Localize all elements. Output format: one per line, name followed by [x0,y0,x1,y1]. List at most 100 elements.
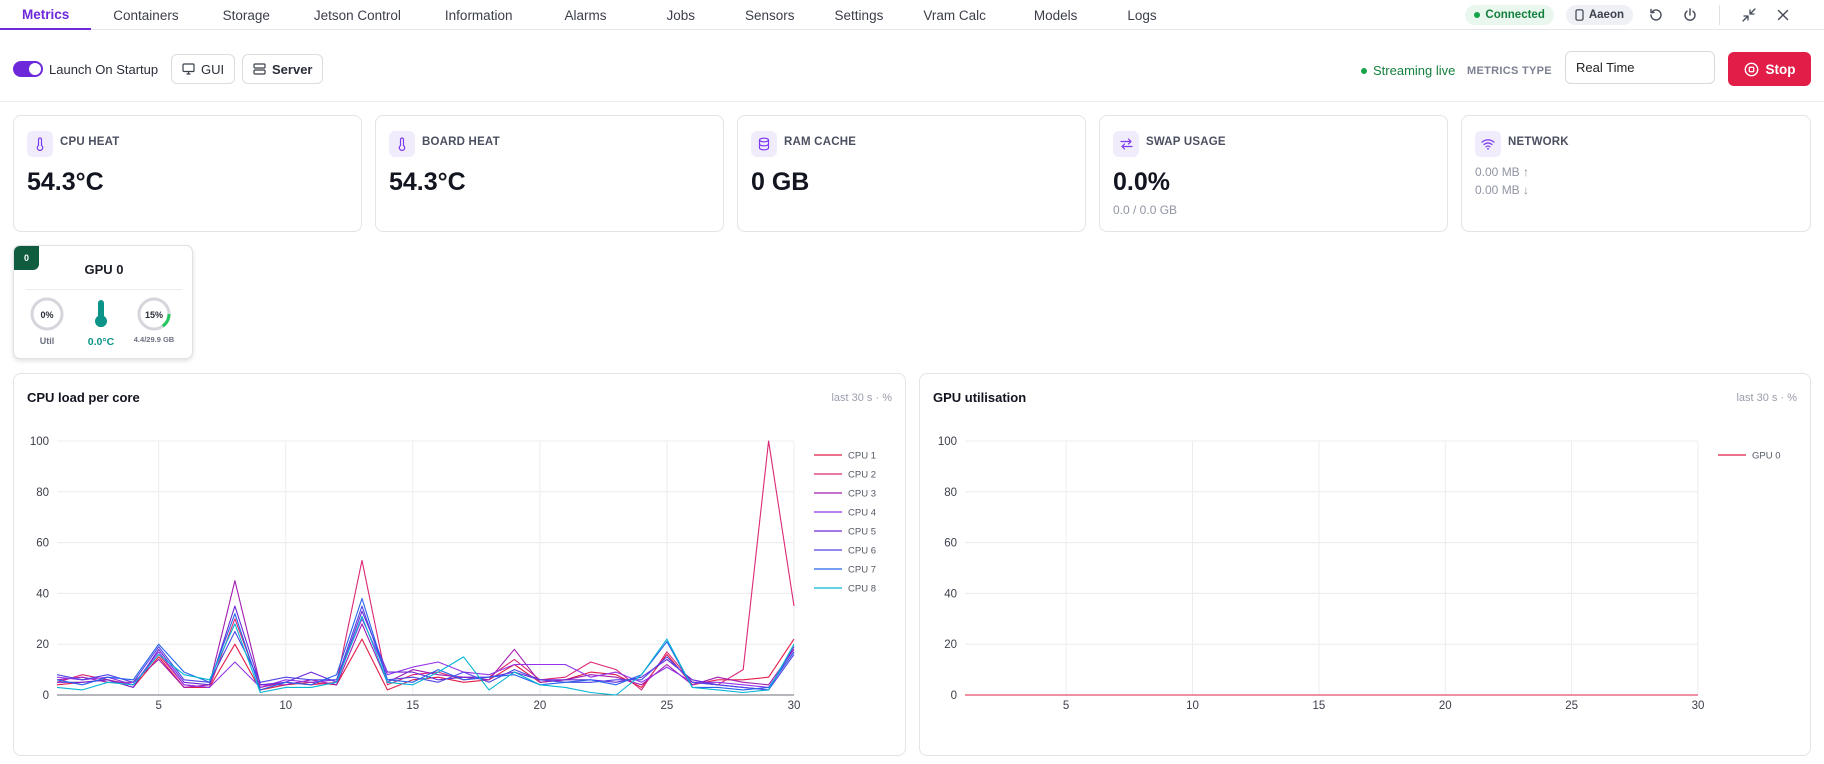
database-icon [751,131,777,157]
cpu-load-chart-card: 0 20 40 60 80 100 5 10 15 20 25 30 CPU 1 CPU 2 CPU 3 CP… [13,373,906,756]
top-nav: Metrics Containers Storage Jetson Contro… [0,0,1824,30]
tab-storage[interactable]: Storage [222,7,270,23]
refresh-icon[interactable] [1645,4,1667,26]
x-tick-label: 10 [1186,700,1199,712]
y-tick-label: 20 [36,639,49,651]
legend-label: CPU 8 [848,584,876,595]
wifi-icon [1475,131,1501,157]
tab-containers[interactable]: Containers [113,7,179,23]
gui-button[interactable]: GUI [171,54,236,84]
tab-information[interactable]: Information [444,7,513,23]
metrics-type-label: METRICS TYPE [1467,65,1552,77]
legend-label: CPU 7 [848,565,876,576]
tab-bar: Metrics Containers Storage Jetson Contro… [0,0,1179,30]
gpu-card[interactable]: 0 GPU 0 0% Util 0.0°C 15% 4.4/29.9 GB [13,245,193,359]
x-tick-label: 5 [155,700,161,712]
gpu-title: GPU 0 [84,262,124,277]
card-title: SWAP USAGE [1146,136,1226,148]
gpu-memory-caption: 4.4/29.9 GB [133,335,175,344]
tab-vram-calc[interactable]: Vram Calc [923,7,986,23]
streaming-label: Streaming live [1373,63,1456,78]
y-tick-label: 100 [30,436,49,448]
y-tick-label: 60 [944,538,957,550]
tab-jetson-control[interactable]: Jetson Control [313,7,401,23]
x-tick-label: 30 [1692,700,1705,712]
gpu-util-value: 0% [40,310,54,320]
x-tick-label: 20 [1439,700,1452,712]
tab-alarms[interactable]: Alarms [564,7,607,23]
nav-actions: Connected Aaeon [1465,0,1794,30]
card-title: BOARD HEAT [422,136,500,148]
network-download: 0.00 MB ↓ [1475,183,1530,197]
stop-button-label: Stop [1765,61,1796,77]
tab-logs[interactable]: Logs [1127,7,1157,23]
server-button[interactable]: Server [242,54,324,84]
x-tick-label: 10 [279,700,292,712]
board-heat-card: BOARD HEAT 54.3°C [375,115,724,232]
thermometer-icon [389,131,415,157]
tab-settings[interactable]: Settings [834,7,884,23]
launch-on-startup-toggle[interactable] [13,61,43,77]
legend-label: CPU 1 [848,451,876,462]
swap-usage-card: SWAP USAGE 0.0% 0.0 / 0.0 GB [1099,115,1448,232]
card-value: 54.3°C [389,168,466,196]
network-upload: 0.00 MB ↑ [1475,165,1530,179]
tab-jobs[interactable]: Jobs [666,7,696,23]
chart-title: GPU utilisation [933,390,1027,405]
chart-meta: last 30 s · % [1736,392,1797,404]
server-button-label: Server [272,61,313,77]
series-line-cpu-7 [56,597,795,691]
tab-models[interactable]: Models [1033,7,1078,23]
tab-sensors[interactable]: Sensors [745,7,795,23]
gpu-util-ring [30,297,64,331]
power-icon[interactable] [1679,4,1701,26]
toggle-knob [29,63,41,75]
metrics-type-input[interactable] [1565,51,1715,84]
stop-circle-icon [1744,62,1758,76]
y-tick-label: 40 [36,588,49,600]
monitor-icon [182,63,195,75]
thermometer-icon [27,131,53,157]
nav-divider [1719,5,1720,25]
gpu-util-caption: Util [39,336,55,346]
launch-on-startup-label: Launch On Startup [49,62,159,77]
device-badge[interactable]: Aaeon [1565,5,1633,25]
x-tick-label: 20 [533,700,546,712]
ram-cache-card: RAM CACHE 0 GB [737,115,1086,232]
legend-label: CPU 3 [848,489,876,500]
tab-metrics[interactable]: Metrics [0,0,92,30]
gpu-divider [26,289,182,290]
card-title: NETWORK [1508,136,1569,148]
legend-label: CPU 6 [848,546,876,557]
chart-meta: last 30 s · % [831,392,892,404]
gui-button-label: GUI [201,61,225,77]
y-tick-label: 20 [944,639,957,651]
minimize-icon[interactable] [1738,4,1760,26]
server-icon [253,63,266,75]
close-icon[interactable] [1772,4,1794,26]
card-value: 54.3°C [27,168,104,196]
card-title: RAM CACHE [784,136,857,148]
device-label: Aaeon [1588,9,1624,21]
stop-button[interactable]: Stop [1728,52,1811,86]
gpu-memory-arc [137,297,171,331]
y-tick-label: 0 [951,690,957,702]
network-card: NETWORK 0.00 MB ↑ 0.00 MB ↓ [1461,115,1811,232]
series-line-cpu-2 [56,440,795,691]
cpu-heat-card: CPU HEAT 54.3°C [13,115,362,232]
y-tick-label: 80 [36,487,49,499]
legend-label: CPU 4 [848,508,876,519]
series-line-cpu-4 [56,618,795,688]
card-subtext: 0.0 / 0.0 GB [1113,203,1178,217]
legend-label: CPU 2 [848,470,876,481]
gpu-temp-value: 0.0°C [87,336,115,348]
y-tick-label: 0 [43,690,49,702]
connection-status-badge: Connected [1465,5,1554,25]
status-dot-icon [1474,12,1481,18]
card-value: 0 GB [751,168,810,196]
y-tick-label: 100 [938,436,957,448]
gpu-memory-value: 15% [144,310,163,320]
gpu-index-badge: 0 [14,246,39,270]
device-icon [1575,9,1584,21]
toolbar: Launch On Startup GUI Server Streaming l… [0,30,1824,102]
